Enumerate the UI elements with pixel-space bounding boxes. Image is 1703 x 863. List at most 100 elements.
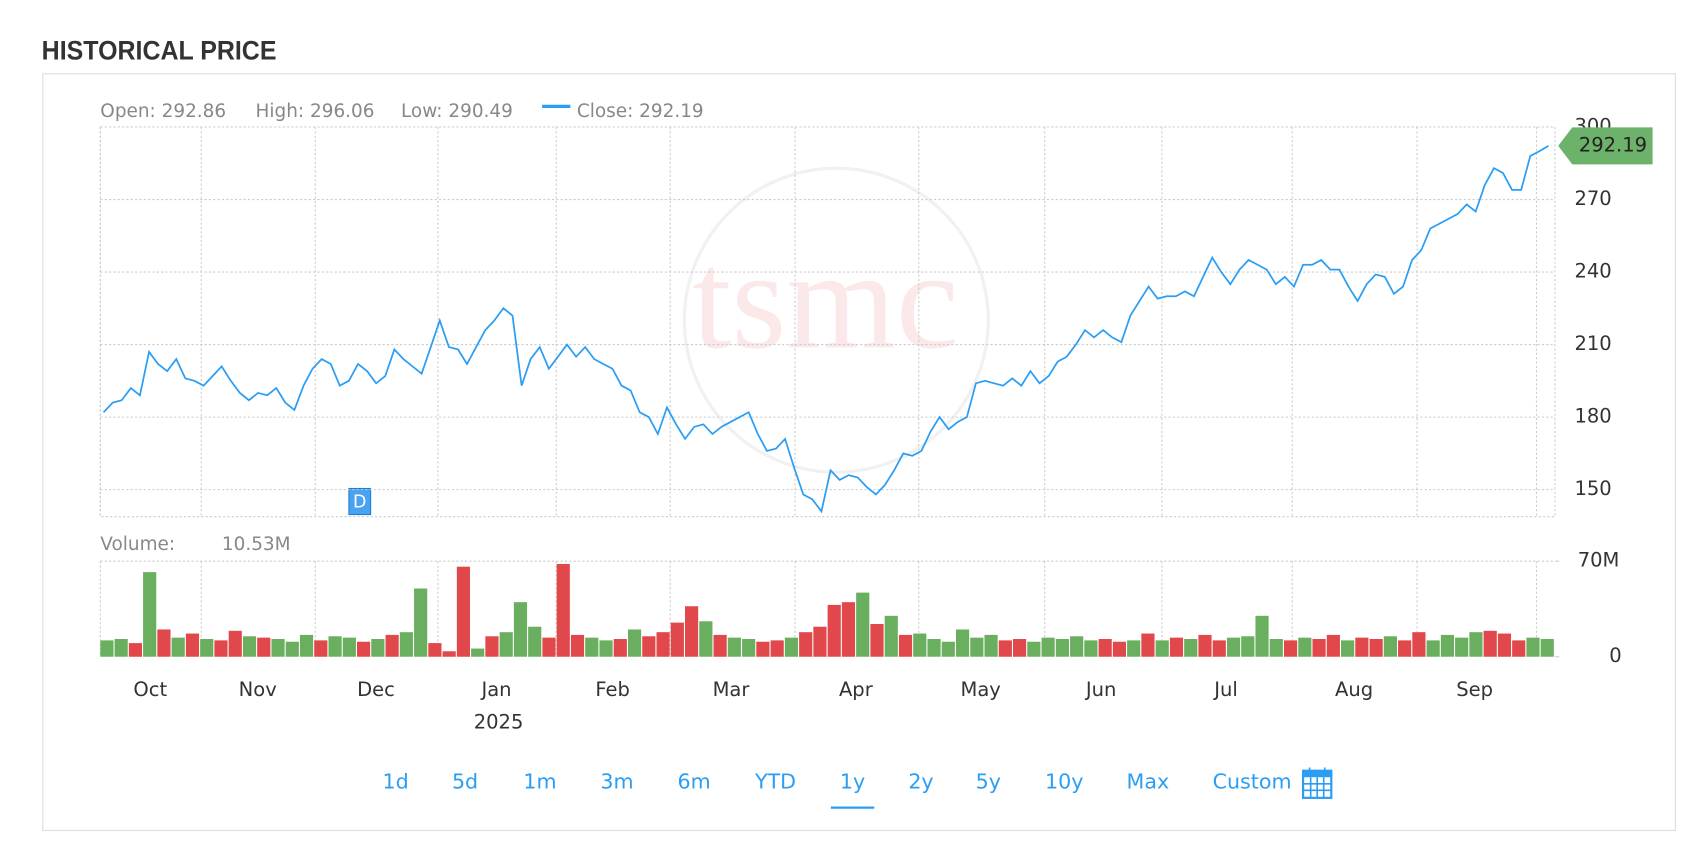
volume-bar bbox=[428, 643, 442, 657]
x-tick-label: Feb bbox=[595, 678, 630, 701]
volume-bar bbox=[528, 626, 542, 657]
volume-bar bbox=[1426, 640, 1440, 657]
volume-bar bbox=[1055, 639, 1069, 657]
volume-bar bbox=[742, 639, 756, 657]
volume-bar bbox=[1112, 641, 1127, 657]
volume-bar bbox=[128, 643, 143, 657]
calendar-icon[interactable] bbox=[1301, 767, 1333, 799]
y-tick-label: 240 bbox=[1574, 260, 1611, 283]
volume-bar bbox=[656, 632, 670, 657]
x-tick-label: May bbox=[960, 678, 1000, 701]
volume-bar bbox=[1526, 637, 1540, 657]
volume-bar bbox=[1127, 640, 1141, 657]
volume-bar bbox=[200, 639, 214, 657]
volume-bar bbox=[1383, 636, 1397, 657]
volume-bar bbox=[556, 563, 570, 657]
watermark-logo bbox=[682, 166, 990, 474]
calendar-top[interactable] bbox=[1303, 770, 1332, 778]
ohlc-label: Close: 292.19 bbox=[577, 101, 704, 122]
volume-bar bbox=[1283, 640, 1298, 657]
volume-bar bbox=[570, 634, 585, 657]
volume-bar bbox=[1184, 639, 1198, 657]
volume-bar bbox=[185, 633, 200, 657]
volume-bar bbox=[1141, 633, 1155, 657]
volume-bar bbox=[970, 637, 984, 657]
volume-bar bbox=[1212, 640, 1226, 657]
volume-bar bbox=[756, 641, 770, 657]
volume-bar bbox=[870, 623, 884, 657]
volume-bar bbox=[513, 602, 528, 657]
y-tick-label: 150 bbox=[1574, 477, 1611, 500]
range-button[interactable]: 1y bbox=[840, 770, 865, 794]
volume-bar bbox=[485, 636, 499, 657]
dividend-marker-box[interactable] bbox=[348, 487, 372, 516]
volume-bar bbox=[228, 630, 242, 657]
volume-bar bbox=[1241, 636, 1255, 657]
calendar-grid[interactable] bbox=[1303, 767, 1332, 798]
y-tick-label: 70M bbox=[1578, 549, 1620, 572]
volume-bar bbox=[670, 622, 684, 657]
volume-bar bbox=[770, 640, 784, 657]
volume-bar bbox=[456, 566, 471, 657]
volume-bar bbox=[627, 629, 642, 657]
volume-bar bbox=[371, 639, 385, 657]
range-button[interactable]: 5d bbox=[452, 770, 478, 794]
volume-bar bbox=[813, 626, 827, 657]
ohlc-label: Low: 290.49 bbox=[401, 101, 513, 122]
volume-bar bbox=[1341, 640, 1355, 657]
volume-bar bbox=[784, 637, 799, 657]
volume-bar bbox=[414, 588, 428, 657]
x-tick-label: Jun bbox=[1084, 678, 1117, 701]
volume-bar bbox=[385, 634, 399, 657]
volume-bar bbox=[856, 592, 870, 657]
volume-bar bbox=[1027, 641, 1041, 657]
volume-bar bbox=[1098, 639, 1112, 657]
range-button[interactable]: 6m bbox=[677, 770, 710, 794]
range-button[interactable]: 5y bbox=[976, 770, 1001, 794]
volume-bar bbox=[143, 572, 157, 657]
volume-bar bbox=[699, 621, 713, 657]
volume-bar bbox=[399, 632, 413, 657]
range-button[interactable]: 3m bbox=[600, 770, 633, 794]
volume-bar bbox=[1155, 640, 1169, 657]
range-button[interactable]: 1d bbox=[382, 770, 408, 794]
range-button[interactable]: 10y bbox=[1045, 770, 1083, 794]
volume-bar bbox=[157, 629, 171, 657]
volume-bar bbox=[114, 639, 128, 657]
range-button[interactable]: Max bbox=[1127, 770, 1170, 794]
range-button[interactable]: YTD bbox=[754, 770, 796, 794]
volume-bar bbox=[898, 634, 913, 657]
x-tick-label: Nov bbox=[239, 678, 277, 701]
last-price: 292.19 bbox=[1579, 133, 1647, 156]
volume-bar bbox=[1398, 640, 1412, 657]
volume-bar bbox=[984, 634, 998, 657]
volume-bar bbox=[1412, 632, 1426, 657]
volume-bar bbox=[841, 602, 856, 657]
volume-bar bbox=[542, 637, 556, 657]
volume-bar bbox=[913, 633, 927, 657]
volume-bar bbox=[884, 615, 898, 657]
volume-bar bbox=[1198, 634, 1212, 657]
range-button[interactable]: 2y bbox=[908, 770, 933, 794]
volume-bar bbox=[1226, 637, 1241, 657]
dividend-marker[interactable]: D bbox=[353, 493, 366, 513]
volume-bar bbox=[499, 632, 513, 657]
volume-bar bbox=[927, 639, 941, 657]
volume-bar bbox=[1369, 639, 1383, 657]
volume-bar bbox=[1041, 637, 1055, 657]
volume-bar bbox=[1469, 632, 1483, 657]
volume-bar bbox=[827, 604, 841, 657]
x-tick-label: Aug bbox=[1335, 678, 1373, 701]
volume-bar bbox=[1312, 639, 1326, 657]
volume-bar bbox=[257, 637, 271, 657]
watermark: tsmc bbox=[692, 221, 959, 378]
range-button[interactable]: 1m bbox=[523, 770, 556, 794]
volume-bar bbox=[271, 639, 285, 657]
volume-bar bbox=[998, 640, 1012, 657]
volume-bar bbox=[727, 637, 741, 657]
range-button[interactable]: Custom bbox=[1213, 770, 1292, 794]
volume-bar bbox=[1084, 640, 1098, 657]
volume-bar bbox=[1355, 637, 1369, 657]
